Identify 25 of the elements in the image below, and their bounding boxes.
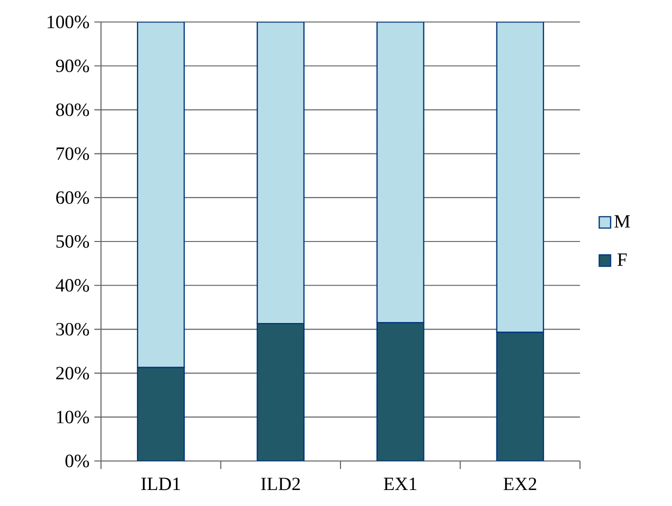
y-tick-label: 60% [56, 191, 89, 204]
x-tick-label: ILD1 [141, 478, 180, 490]
y-tick-label: 90% [56, 60, 89, 72]
y-tick-label: 30% [56, 322, 89, 336]
legend-label: M [614, 215, 630, 228]
legend-label: F [618, 253, 627, 266]
y-tick-label: 70% [56, 147, 89, 160]
bar [256, 322, 305, 461]
bar [376, 322, 424, 461]
bar [376, 22, 424, 324]
x-tick-label: EX2 [504, 478, 536, 490]
bar [496, 332, 544, 461]
x-tick-label: EX1 [384, 478, 416, 490]
x-tick-label: ILD2 [261, 478, 300, 490]
bar [496, 22, 544, 333]
bar [256, 22, 305, 324]
y-tick-label: 0% [65, 454, 89, 468]
y-tick-label: 80% [56, 103, 89, 116]
y-tick-label: 40% [56, 279, 89, 292]
bar [136, 22, 185, 368]
y-tick-label: 20% [56, 366, 89, 380]
y-tick-label: 50% [56, 235, 89, 248]
bar [136, 366, 185, 461]
y-tick-label: 10% [57, 410, 89, 424]
y-tick-label: 100% [48, 16, 89, 28]
